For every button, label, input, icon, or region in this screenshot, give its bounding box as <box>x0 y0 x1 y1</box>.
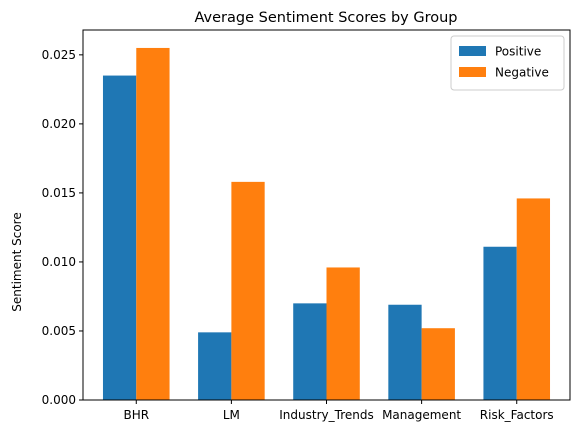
bar-negative-industry_trends <box>326 267 360 400</box>
bar-positive-management <box>388 304 422 400</box>
x-tick-label: Management <box>382 408 461 422</box>
x-tick-label: Industry_Trends <box>279 408 373 422</box>
legend-swatch-negative <box>459 67 486 77</box>
y-tick-label: 0.015 <box>42 186 76 200</box>
x-tick-label: LM <box>223 408 240 422</box>
chart-title: Average Sentiment Scores by Group <box>194 10 457 26</box>
bars-layer <box>102 47 551 400</box>
bar-negative-bhr <box>136 47 170 400</box>
y-tick-label: 0.005 <box>42 324 76 338</box>
ticks-layer: BHR LM Industry_Trends Management Risk_Facto… <box>42 48 554 422</box>
legend-swatch-positive <box>459 46 486 56</box>
y-tick-label: 0.010 <box>42 255 76 269</box>
x-tick-label: Risk_Factors <box>480 408 554 422</box>
legend: Positive Negative <box>450 35 565 91</box>
legend-label-positive: Positive <box>495 45 541 59</box>
y-tick-label: 0.025 <box>42 48 76 62</box>
y-tick-label: 0.000 <box>42 393 76 407</box>
bar-positive-risk_factors <box>483 246 517 400</box>
bar-positive-lm <box>198 332 232 400</box>
x-tick-label: BHR <box>123 408 149 422</box>
legend-label-negative: Negative <box>495 66 549 80</box>
bar-positive-bhr <box>102 75 137 400</box>
y-tick-label: 0.020 <box>42 117 76 131</box>
y-axis-label: Sentiment Score <box>10 212 24 311</box>
bar-negative-management <box>421 328 455 400</box>
bar-negative-lm <box>231 181 265 400</box>
bar-negative-risk_factors <box>516 198 551 400</box>
bar-positive-industry_trends <box>293 303 327 400</box>
